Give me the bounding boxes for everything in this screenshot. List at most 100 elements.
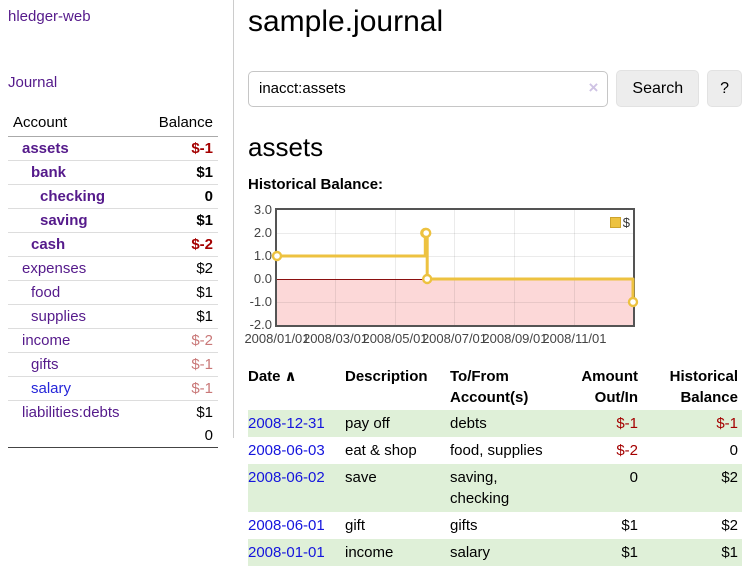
clear-search-icon[interactable]: × — [588, 79, 598, 96]
chart-title: Historical Balance: — [248, 176, 742, 193]
register-balance: $2 — [642, 464, 742, 512]
search-button[interactable]: Search — [616, 70, 699, 107]
app-title-link[interactable]: hledger-web — [8, 8, 233, 25]
register-description: eat & shop — [345, 437, 450, 464]
sidebar-account-bank[interactable]: bank — [31, 164, 66, 181]
account-balance: $1 — [143, 281, 218, 305]
table-row: 2008-12-31pay offdebts$-1$-1 — [248, 410, 742, 437]
register-header-accounts: To/From Account(s) — [450, 364, 560, 410]
register-header-balance: Historical Balance — [642, 364, 742, 410]
main-content: sample.journal × Search ? assets Histori… — [248, 0, 742, 566]
account-name-cell: liabilities:debts — [8, 401, 143, 425]
account-name-cell: expenses — [8, 257, 143, 281]
register-date-cell: 2008-12-31 — [248, 410, 345, 437]
search-bar: × Search ? — [248, 70, 742, 107]
sidebar-item-journal[interactable]: Journal — [8, 74, 233, 91]
data-point — [629, 298, 637, 306]
account-row: liabilities:debts $1 — [8, 401, 218, 425]
register-amount: $1 — [560, 539, 642, 566]
accounts-list: assets $-1 bank $1 checking 0 saving $1 cash$-2 e… — [8, 137, 218, 425]
y-axis-tick: -1.0 — [246, 294, 272, 310]
accounts-total-value: 0 — [143, 424, 218, 448]
account-balance: $1 — [143, 161, 218, 185]
account-row: supplies $1 — [8, 305, 218, 329]
account-name-cell: supplies — [8, 305, 143, 329]
sidebar-account-liabilities-debts[interactable]: liabilities:debts — [22, 404, 120, 421]
register-date-cell: 2008-06-03 — [248, 437, 345, 464]
y-axis-tick: 0.0 — [246, 271, 272, 287]
register-amount: $-2 — [560, 437, 642, 464]
accounts-header-account: Account — [8, 111, 143, 137]
account-balance: $-1 — [143, 137, 218, 161]
register-header-description: Description — [345, 364, 450, 410]
sidebar-account-income[interactable]: income — [22, 332, 70, 349]
help-button[interactable]: ? — [707, 70, 742, 107]
accounts-header-balance: Balance — [143, 111, 218, 137]
account-row: checking 0 — [8, 185, 218, 209]
chart-plot: $ — [275, 208, 635, 327]
sidebar-account-checking[interactable]: checking — [40, 188, 105, 205]
sidebar-account-food[interactable]: food — [31, 284, 60, 301]
register-header-row: Date∧ Description To/From Account(s) Amo… — [248, 364, 742, 410]
account-heading: assets — [248, 132, 742, 163]
register-date-link[interactable]: 2008-06-01 — [248, 517, 325, 534]
account-balance: $-1 — [143, 353, 218, 377]
account-row: assets $-1 — [8, 137, 218, 161]
account-balance: 0 — [143, 185, 218, 209]
y-axis-tick: 2.0 — [246, 225, 272, 241]
sidebar-account-supplies[interactable]: supplies — [31, 308, 86, 325]
account-name-cell: bank — [8, 161, 143, 185]
register-accounts: food, supplies — [450, 437, 560, 464]
sidebar-account-gifts[interactable]: gifts — [31, 356, 59, 373]
table-row: 2008-06-03eat & shopfood, supplies$-20 — [248, 437, 742, 464]
register-description: save — [345, 464, 450, 512]
register-description: income — [345, 539, 450, 566]
register-header-amount: Amount Out/In — [560, 364, 642, 410]
register-balance: $1 — [642, 539, 742, 566]
chart-line — [277, 210, 633, 325]
register-amount: $1 — [560, 512, 642, 539]
register-date-cell: 2008-01-01 — [248, 539, 345, 566]
accounts-table: Account Balance assets $-1 bank $1 checking 0… — [8, 111, 218, 448]
register-description: pay off — [345, 410, 450, 437]
account-row: cash$-2 — [8, 233, 218, 257]
register-balance: $-1 — [642, 410, 742, 437]
account-row: bank $1 — [8, 161, 218, 185]
accounts-total-spacer — [8, 424, 143, 448]
sidebar-account-cash[interactable]: cash — [31, 236, 65, 253]
register-date-link[interactable]: 2008-01-01 — [248, 544, 325, 561]
account-row: food $1 — [8, 281, 218, 305]
account-name-cell: assets — [8, 137, 143, 161]
account-row: salary$-1 — [8, 377, 218, 401]
account-name-cell: salary — [8, 377, 143, 401]
account-balance: $1 — [143, 401, 218, 425]
data-point — [422, 229, 430, 237]
account-balance: $1 — [143, 305, 218, 329]
register-header-date[interactable]: Date∧ — [248, 364, 345, 410]
sidebar-account-expenses[interactable]: expenses — [22, 260, 86, 277]
account-name-cell: cash — [8, 233, 143, 257]
search-input[interactable] — [248, 71, 608, 107]
chart-legend: $ — [610, 215, 630, 230]
register-date-link[interactable]: 2008-06-02 — [248, 469, 325, 486]
register-balance: $2 — [642, 512, 742, 539]
legend-label: $ — [623, 215, 630, 230]
register-date-link[interactable]: 2008-06-03 — [248, 442, 325, 459]
app-window: hledger-web Journal Account Balance asse… — [0, 0, 742, 566]
account-name-cell: checking — [8, 185, 143, 209]
x-axis-tick: 2008/11/01 — [538, 331, 610, 346]
sidebar-account-saving[interactable]: saving — [40, 212, 88, 229]
register-date-cell: 2008-06-02 — [248, 464, 345, 512]
register-table: Date∧ Description To/From Account(s) Amo… — [248, 364, 742, 566]
sidebar-account-salary[interactable]: salary — [31, 380, 71, 397]
search-input-wrap: × — [248, 71, 608, 107]
sidebar: hledger-web Journal Account Balance asse… — [0, 0, 233, 566]
sidebar-account-assets[interactable]: assets — [22, 140, 69, 157]
register-date-link[interactable]: 2008-12-31 — [248, 415, 325, 432]
y-axis-tick: 1.0 — [246, 248, 272, 264]
account-row: gifts $-1 — [8, 353, 218, 377]
register-accounts: gifts — [450, 512, 560, 539]
register-rows: 2008-12-31pay offdebts$-1$-12008-06-03ea… — [248, 410, 742, 566]
accounts-header-row: Account Balance — [8, 111, 218, 137]
data-point — [273, 252, 281, 260]
